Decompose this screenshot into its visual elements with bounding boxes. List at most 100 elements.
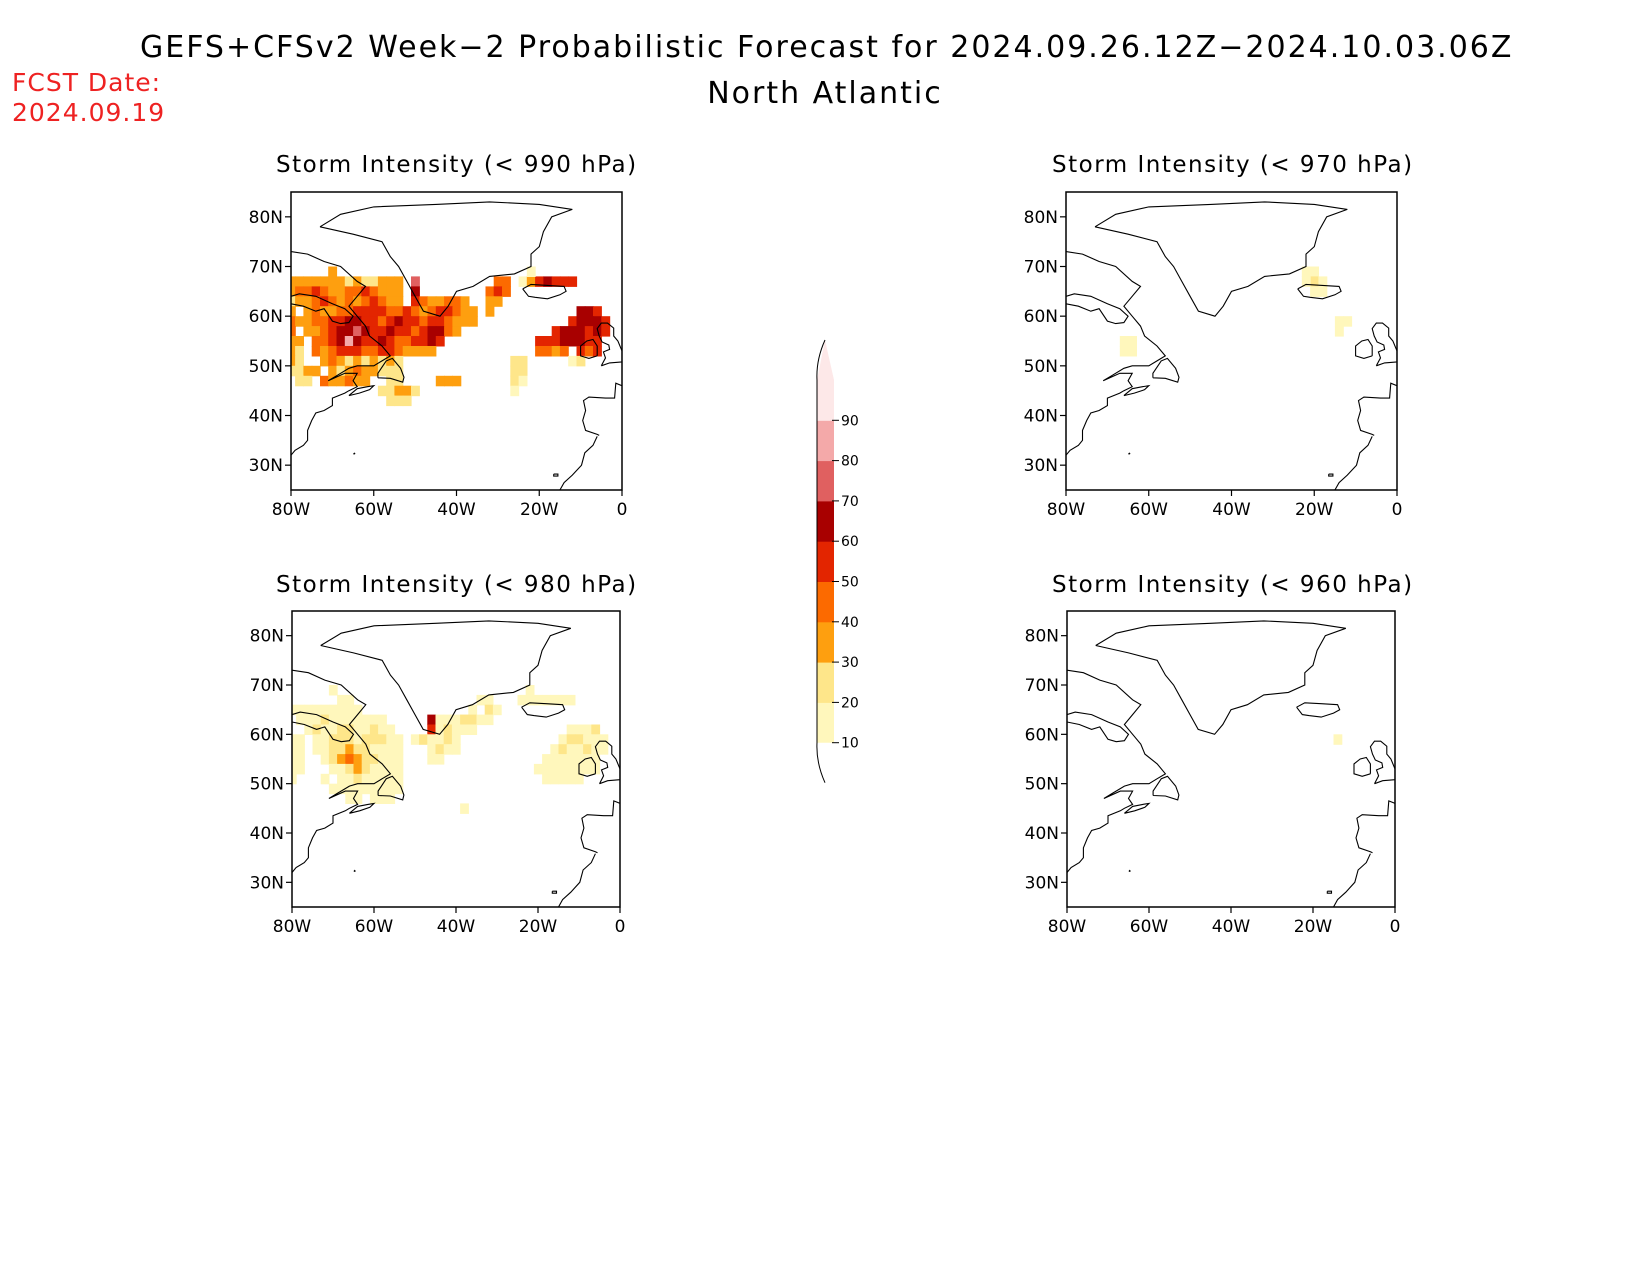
probability-cell — [484, 704, 494, 716]
coastline — [521, 702, 566, 718]
probability-cell — [550, 773, 560, 785]
probability-cell — [591, 754, 601, 765]
probability-cell — [460, 714, 469, 726]
probability-cell — [386, 783, 396, 795]
probability-cell — [435, 336, 445, 347]
probability-cell — [353, 704, 363, 716]
probability-cell — [386, 793, 396, 804]
probability-cell — [361, 783, 371, 795]
probability-cell — [328, 276, 338, 287]
probability-cell — [328, 714, 338, 726]
probability-cell — [1318, 286, 1328, 297]
probability-cell — [291, 276, 296, 287]
probability-cell — [485, 286, 495, 297]
probability-cell — [336, 336, 346, 347]
probability-cell — [295, 355, 304, 367]
panel-title-970: Storm Intensity (< 970 hPa) — [1052, 152, 1414, 178]
probability-cell — [378, 744, 387, 755]
probability-cell — [353, 773, 363, 785]
probability-cell — [303, 326, 313, 337]
probability-cell — [377, 276, 387, 287]
probability-cell — [337, 773, 346, 785]
map-panel-p990: 80N 70N 60N 50N 40N 30N 80W 60W 40W 20W 0 — [249, 191, 627, 520]
probability-cell — [295, 316, 304, 327]
probability-cell — [345, 724, 355, 735]
probability-cell — [312, 704, 322, 716]
probability-cell — [460, 296, 470, 307]
probability-cell — [304, 704, 314, 716]
probability-cell — [292, 734, 297, 745]
lon-tick-label: 0 — [1392, 500, 1403, 520]
probability-cell — [558, 734, 568, 745]
probability-cell — [566, 763, 576, 775]
colorbar-swatch — [817, 500, 834, 542]
probability-cell — [583, 724, 592, 735]
probability-cell — [394, 773, 404, 785]
probability-cell — [361, 365, 371, 377]
probability-cell — [345, 744, 355, 755]
lat-tick-label: 30N — [1025, 873, 1059, 893]
probability-cell — [291, 306, 296, 317]
probability-cell — [584, 306, 594, 317]
probability-cell — [443, 724, 453, 735]
probability-cell — [574, 734, 584, 745]
probability-cell — [543, 276, 553, 287]
probability-cell — [378, 754, 387, 765]
probability-cell — [344, 346, 354, 357]
probability-cell — [451, 724, 461, 735]
probability-cell — [535, 276, 544, 287]
coastline — [1333, 853, 1371, 907]
probability-cell — [576, 326, 586, 337]
probability-cell — [320, 744, 330, 755]
probability-cell — [427, 724, 437, 735]
probability-cell — [394, 395, 404, 407]
probability-cell — [344, 336, 354, 347]
probability-cell — [1334, 326, 1344, 337]
probability-cell — [291, 316, 296, 327]
probability-cell — [291, 336, 296, 347]
probability-cell — [378, 714, 387, 726]
probability-cell — [599, 734, 609, 745]
probability-cell — [336, 355, 346, 367]
coastline — [1128, 869, 1131, 873]
probability-cell — [377, 336, 387, 347]
probability-cell — [295, 375, 304, 387]
probability-cell — [353, 793, 363, 804]
probability-cell — [328, 306, 338, 317]
probability-cell — [394, 355, 404, 367]
probability-cell — [443, 744, 453, 755]
coastline — [291, 293, 354, 325]
probability-cell — [344, 286, 354, 297]
probability-cell — [295, 276, 304, 287]
probability-cell — [369, 276, 379, 287]
probability-cell — [584, 326, 594, 337]
probability-cell — [525, 685, 535, 696]
probability-cell — [411, 296, 420, 307]
coastline — [551, 890, 558, 894]
probability-cell — [320, 276, 329, 287]
lat-tick-label: 80N — [1024, 208, 1058, 228]
probability-cell — [386, 395, 396, 407]
lat-tick-label: 70N — [250, 676, 284, 696]
probability-cell — [377, 286, 387, 297]
probability-cell — [328, 346, 338, 357]
probability-cell — [518, 355, 528, 367]
colorbar-swatch — [817, 662, 834, 703]
probability-cell — [601, 316, 611, 327]
probability-cell — [353, 783, 363, 795]
probability-cell — [328, 266, 338, 277]
probability-cell — [419, 326, 429, 337]
probability-cell — [320, 286, 329, 297]
probability-cell — [344, 306, 354, 317]
probability-cell — [476, 714, 486, 726]
probability-cell — [303, 316, 313, 327]
coastline — [349, 802, 376, 814]
panel-title-960: Storm Intensity (< 960 hPa) — [1052, 572, 1414, 598]
probability-cell — [311, 346, 321, 357]
fcst-date-label: FCST Date: — [12, 68, 162, 97]
probability-cell — [377, 316, 387, 327]
probability-cell — [344, 326, 354, 337]
probability-cell — [369, 336, 379, 347]
map-frame — [1066, 610, 1396, 908]
probability-cell — [419, 346, 429, 357]
